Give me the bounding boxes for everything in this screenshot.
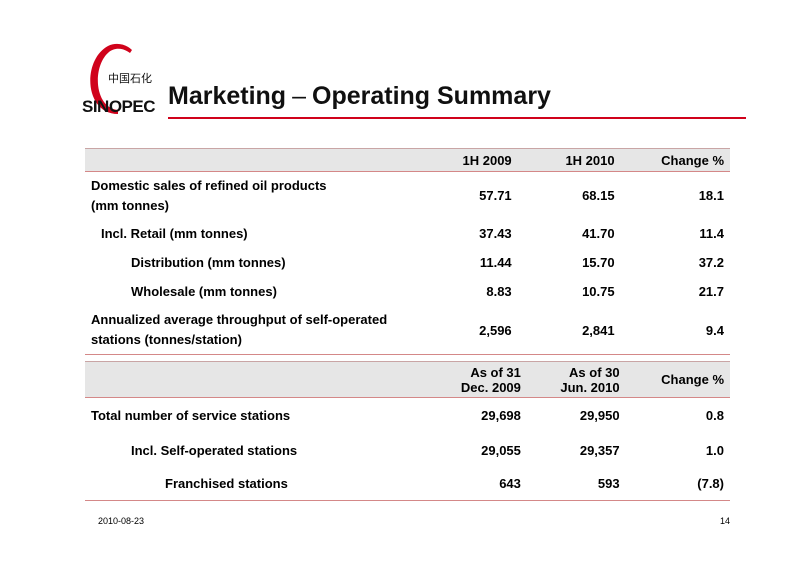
header-cell-dec2009: As of 31 Dec. 2009 [430, 361, 529, 398]
page-title: Marketing – Operating Summary [168, 82, 551, 111]
cell-1h2009: 8.83 [486, 284, 512, 299]
table-row: Distribution (mm tonnes) 11.44 15.70 37.… [85, 248, 730, 277]
cell-jun2010: 29,950 [579, 408, 620, 424]
cell-change: 18.1 [698, 188, 724, 204]
header-line: Jun. 2010 [560, 379, 620, 395]
cell-dec2009: 29,698 [481, 408, 521, 424]
row-label: Total number of service stations [91, 408, 291, 424]
cell-1h2009: 37.43 [479, 226, 512, 241]
svg-text:中国石化: 中国石化 [108, 71, 152, 85]
cell-change: 1.0 [705, 442, 724, 458]
cell-change: 37.2 [698, 254, 724, 270]
cell-1h2009: 57.71 [479, 188, 512, 204]
footer-date: 2010-08-23 [98, 516, 145, 526]
header-cell-change: Change % [627, 361, 730, 398]
header-cell-1h2009: 1H 2009 [416, 148, 520, 172]
header-cell-jun2010: As of 30 Jun. 2010 [528, 361, 628, 398]
header-cell-label [85, 361, 431, 398]
page-number: 14 [720, 516, 731, 526]
svg-text:SINOPEC: SINOPEC [82, 97, 155, 116]
cell-change: (7.8) [627, 466, 730, 501]
cell-1h2010: 10.75 [582, 284, 615, 299]
cell-1h2009: 11.44 [479, 254, 512, 270]
cell-change: 9.4 [622, 306, 730, 355]
table-row: Domestic sales of refined oil products (… [85, 172, 730, 220]
header-cell-1h2010: 1H 2010 [519, 148, 623, 172]
header-line: As of 30 [569, 364, 620, 380]
cell-jun2010: 29,357 [579, 442, 620, 458]
row-label: Wholesale (mm tonnes) [131, 284, 277, 299]
row-label-line: Annualized average throughput of self-op… [91, 312, 388, 328]
header-line: As of 31 [470, 364, 521, 380]
row-label-line: (mm tonnes) [91, 197, 169, 213]
table-row: Incl. Self-operated stations 29,055 29,3… [85, 434, 730, 467]
cell-dec2009: 29,055 [481, 442, 521, 458]
title-right: Operating Summary [312, 82, 551, 110]
title-underline [168, 117, 746, 119]
row-label-line: stations (tonnes/station) [91, 332, 242, 348]
header-cell-change: Change % [622, 148, 730, 172]
cell-1h2010: 41.70 [582, 226, 615, 241]
row-label: Incl. Self-operated stations [131, 442, 298, 458]
cell-change: 11.4 [699, 226, 724, 241]
cell-1h2010: 2,841 [519, 306, 623, 355]
table-row: Incl. Retail (mm tonnes) 37.43 41.70 11.… [85, 220, 730, 248]
cell-change: 0.8 [705, 408, 724, 424]
sales-summary-table: 1H 2009 1H 2010 Change % Domestic sales … [85, 148, 730, 355]
table-header-row: As of 31 Dec. 2009 As of 30 Jun. 2010 Ch… [85, 361, 730, 398]
header-line: Dec. 2009 [460, 379, 521, 395]
cell-1h2010: 68.15 [582, 188, 615, 204]
cell-jun2010: 593 [528, 466, 628, 501]
cell-1h2010: 15.70 [582, 254, 615, 270]
table-row: Wholesale (mm tonnes) 8.83 10.75 21.7 [85, 277, 730, 307]
header-cell-label [85, 148, 417, 172]
cell-change: 21.7 [698, 284, 724, 299]
table-header-row: 1H 2009 1H 2010 Change % [85, 148, 730, 172]
cell-dec2009: 643 [430, 466, 529, 501]
title-separator: – [292, 82, 306, 110]
row-label: Domestic sales of refined oil products (… [85, 172, 417, 220]
row-label: Franchised stations [85, 466, 431, 501]
stations-summary-table: As of 31 Dec. 2009 As of 30 Jun. 2010 Ch… [85, 361, 730, 501]
table-row: Annualized average throughput of self-op… [85, 306, 730, 355]
table-row: Total number of service stations 29,698 … [85, 398, 730, 434]
row-label: Annualized average throughput of self-op… [85, 306, 417, 355]
sinopec-logo: 中国石化 SINOPEC [82, 43, 156, 116]
table-row: Franchised stations 643 593 (7.8) [85, 466, 730, 501]
cell-1h2009: 2,596 [416, 306, 520, 355]
row-label: Distribution (mm tonnes) [131, 254, 286, 270]
title-left: Marketing [168, 82, 287, 110]
row-label-line: Domestic sales of refined oil products [91, 177, 327, 193]
row-label: Incl. Retail (mm tonnes) [101, 226, 248, 241]
